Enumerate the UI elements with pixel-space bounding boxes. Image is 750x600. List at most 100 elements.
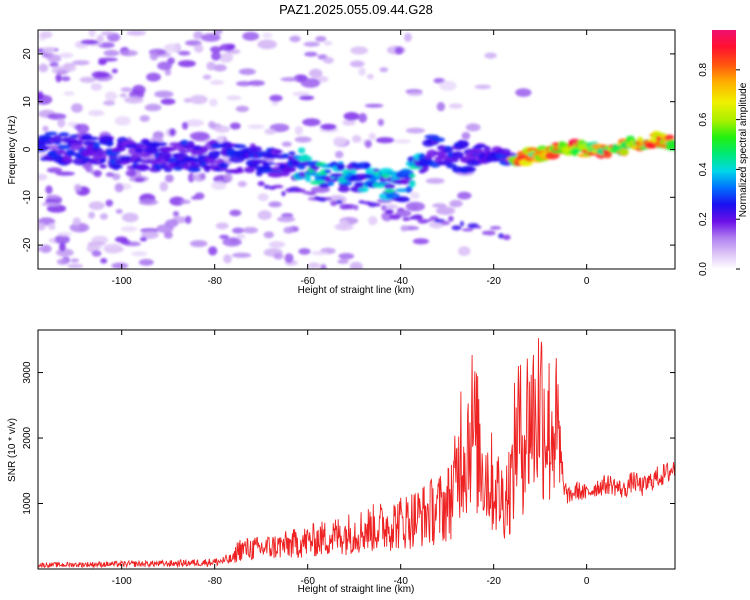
spectrogram-noise-cell xyxy=(163,231,173,239)
spectrogram-noise-cell xyxy=(189,131,210,141)
spectrogram-noise-cell xyxy=(307,262,321,269)
spectrogram-ridge-cell xyxy=(82,156,91,162)
spectrogram-noise-cell xyxy=(211,51,221,61)
spectrogram-noise-cell xyxy=(38,222,46,231)
spectrogram-noise-cell xyxy=(191,195,199,200)
spectrogram-noise-cell xyxy=(211,181,227,190)
spectrogram-noise-cell xyxy=(49,62,59,67)
spectrogram-ridge-cell xyxy=(184,156,198,164)
spectrogram-ridge-cell xyxy=(394,196,411,203)
snr-x-axis-label: Height of straight line (km) xyxy=(298,584,415,595)
spectrogram-ridge-cell xyxy=(39,145,50,150)
spectrogram-noise-cell xyxy=(88,110,105,117)
spectrogram-noise-cell xyxy=(349,60,365,68)
spectrogram-x-tick-label: -100 xyxy=(112,276,132,287)
spectrogram-noise-cell xyxy=(38,91,44,100)
spectrogram-noise-cell xyxy=(232,252,252,258)
colorbar-label: Normalized spectral amplitude xyxy=(738,82,749,217)
spectrogram-noise-cell xyxy=(72,217,81,227)
spectrogram-noise-cell xyxy=(457,191,472,200)
spectrogram-noise-cell xyxy=(88,211,96,219)
spectrogram-ridge-cell xyxy=(409,173,416,178)
spectrogram-noise-cell xyxy=(213,64,227,72)
spectrogram-ridge-cell xyxy=(55,149,66,155)
spectrogram-noise-cell xyxy=(349,261,363,269)
spectrogram-streak-cell xyxy=(461,228,474,232)
spectrogram-noise-cell xyxy=(323,40,333,46)
spectrogram-noise-cell xyxy=(262,32,273,38)
spectrogram-noise-cell xyxy=(237,181,247,187)
spectrogram-noise-cell xyxy=(56,69,68,75)
spectrogram-noise-cell xyxy=(47,222,56,230)
spectrogram-streak-cell xyxy=(367,202,378,208)
spectrogram-noise-cell xyxy=(63,91,75,96)
spectrogram-ridge-cell xyxy=(41,141,54,145)
spectrogram-ridge-cell xyxy=(96,150,104,157)
spectrogram-noise-cell xyxy=(410,192,420,200)
spectrogram-noise-cell xyxy=(120,87,132,92)
snr-frame xyxy=(37,329,676,570)
spectrogram-ridge-cell xyxy=(118,155,134,160)
spectrogram-noise-cell xyxy=(215,222,229,230)
spectrogram-ridge-cell xyxy=(324,169,332,174)
spectrogram-streak-cell xyxy=(425,219,432,223)
spectrogram-noise-cell xyxy=(194,44,204,53)
spectrogram-ridge-cell xyxy=(87,136,100,141)
spectrogram-ridge-cell xyxy=(383,183,396,190)
spectrogram-noise-cell xyxy=(236,81,252,87)
spectrogram-ridge-cell xyxy=(178,149,191,153)
spectrogram-noise-cell xyxy=(185,119,205,127)
spectrogram-y-tick-label: -10 xyxy=(22,190,33,205)
spectrogram-noise-cell xyxy=(393,139,412,144)
spectrogram-noise-cell xyxy=(368,132,376,141)
spectrogram-noise-cell xyxy=(47,54,62,63)
colorbar-ticks: 0.0 0.2 0.4 0.6 0.8 xyxy=(698,62,740,276)
spectrogram-noise-cell xyxy=(91,250,102,257)
spectrogram-ridge-cell xyxy=(431,137,445,143)
spectrogram-noise-cell xyxy=(56,248,74,257)
spectrogram-noise-cell xyxy=(299,95,315,101)
spectrogram-ridge-cell xyxy=(200,145,208,154)
snr-y-tick-label: 1000 xyxy=(22,492,33,515)
spectrogram-noise-cell xyxy=(114,116,131,126)
spectrogram-streak-cell xyxy=(345,204,356,210)
spectrogram-noise-cell xyxy=(337,259,349,264)
spectrogram-noise-cell xyxy=(281,141,292,147)
spectrogram-noise-cell xyxy=(59,52,74,59)
spectrogram-ridge-cell xyxy=(327,180,335,186)
spectrogram-noise-cell xyxy=(283,226,294,234)
snr-x-tick-label: -100 xyxy=(112,576,132,587)
spectrogram-streak-cell xyxy=(451,225,462,231)
spectrogram-noise-cell xyxy=(71,103,83,113)
spectrogram-streak-cell xyxy=(385,208,394,215)
spectrogram-noise-cell xyxy=(268,201,282,208)
spectrogram-noise-cell xyxy=(188,172,195,183)
spectrogram-ridge-cell xyxy=(418,161,433,167)
spectrogram-streak-cell xyxy=(460,221,464,227)
spectrogram-ridge-cell xyxy=(297,147,306,154)
spectrogram-noise-cell xyxy=(311,251,328,256)
spectrogram-noise-cell xyxy=(96,34,104,43)
spectrogram-noise-cell xyxy=(180,199,191,204)
spectrogram-noise-cell xyxy=(264,128,276,135)
spectrogram-noise-cell xyxy=(208,246,218,256)
spectrogram-noise-cell xyxy=(395,209,412,217)
spectrogram-noise-cell xyxy=(111,262,129,269)
spectrogram-noise-cell xyxy=(218,53,234,63)
spectrogram-ridge-cell xyxy=(288,151,296,155)
spectrogram-noise-cell xyxy=(57,232,73,237)
spectrogram-ridge-cell xyxy=(187,166,201,173)
spectrogram-x-tick-label: 0 xyxy=(584,276,590,287)
spectrogram-noise-cell xyxy=(358,113,368,123)
spectrogram-noise-cell xyxy=(138,259,154,266)
spectrogram-streak-cell xyxy=(294,188,306,193)
spectrogram-ridge-cell xyxy=(337,185,350,193)
spectrogram-noise-cell xyxy=(67,263,83,269)
spectrogram-streak-cell xyxy=(448,215,454,222)
spectrogram-noise-cell xyxy=(41,202,61,207)
spectrogram-ridge-cell xyxy=(350,169,357,174)
spectrogram-ridge-cell xyxy=(459,140,469,148)
spectrogram-noise-cell xyxy=(120,50,138,57)
spectrogram-ridge-cell xyxy=(99,164,107,169)
spectrogram-noise-cell xyxy=(61,76,71,82)
